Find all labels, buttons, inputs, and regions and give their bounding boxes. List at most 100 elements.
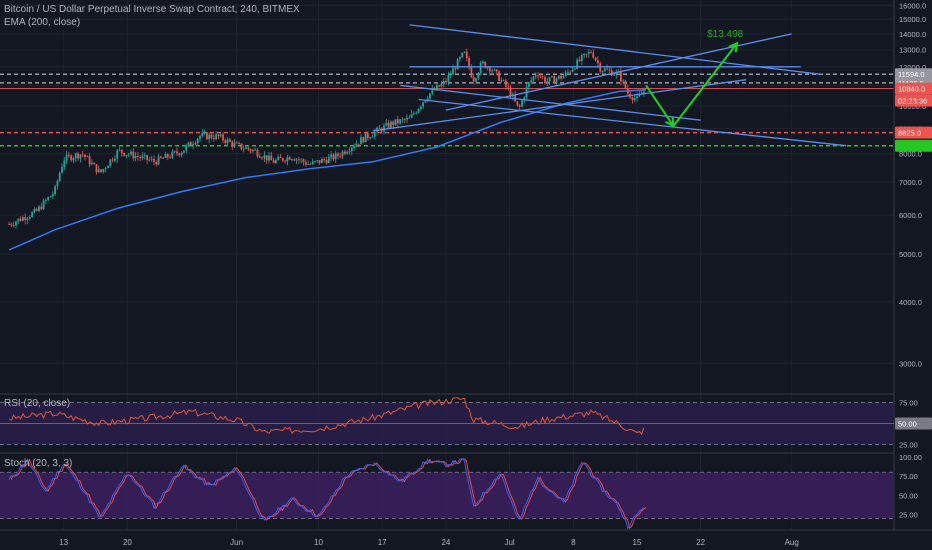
candle-body — [118, 149, 121, 151]
ema-200-line — [8, 89, 647, 251]
candle-body — [111, 159, 114, 161]
candle-body — [431, 89, 434, 94]
candle-body — [173, 151, 176, 153]
horizontal-levels — [0, 73, 894, 147]
ema-line — [8, 89, 647, 251]
candle-body — [176, 151, 178, 154]
candle-body — [350, 147, 353, 152]
candle-body — [498, 71, 500, 82]
candle-body — [537, 75, 539, 77]
candle-body — [22, 217, 24, 221]
price-tag-label: 10840.0 — [898, 85, 925, 94]
candle-body — [61, 166, 63, 174]
candle-body — [77, 153, 79, 159]
candle-body — [203, 132, 206, 134]
candle-body — [300, 159, 303, 161]
candle-body — [208, 134, 211, 140]
candle-body — [171, 151, 174, 158]
candle-body — [93, 162, 96, 165]
candle-body — [643, 91, 645, 94]
candle-body — [557, 75, 560, 79]
time-tick-label: 20 — [123, 538, 132, 547]
candle-body — [134, 155, 137, 159]
price-tick-label: 16000.0 — [899, 1, 926, 10]
candle-body — [638, 94, 641, 97]
candle-body — [413, 113, 415, 115]
time-tick-label: Jul — [504, 538, 514, 547]
candle-body — [286, 157, 289, 162]
candle-body — [608, 69, 611, 71]
candle-body — [256, 149, 259, 157]
candle-body — [17, 218, 20, 222]
candle-body — [488, 67, 491, 72]
candle-body — [325, 160, 328, 163]
candle-body — [33, 208, 36, 213]
candle-body — [564, 72, 567, 77]
candle-body — [610, 70, 613, 76]
candle-body — [399, 119, 401, 124]
candle-body — [63, 160, 66, 167]
candle-body — [47, 197, 50, 201]
candle-body — [507, 86, 510, 88]
price-tick-label: 7000.0 — [899, 178, 922, 187]
candle-body — [539, 76, 542, 78]
candle-body — [445, 80, 447, 83]
candle-body — [491, 70, 493, 72]
candle-body — [390, 121, 392, 128]
candle-body — [624, 80, 627, 89]
ascending-channel-lower[interactable] — [373, 79, 747, 132]
candle-body — [309, 164, 312, 166]
candle-body — [530, 80, 533, 83]
inner-descending-line[interactable] — [400, 84, 701, 121]
candle-body — [24, 217, 27, 221]
candle-body — [104, 168, 107, 170]
upper-descending-line[interactable] — [409, 24, 820, 75]
candle-body — [362, 137, 365, 143]
candle-body — [132, 151, 135, 159]
candle-body — [454, 68, 457, 70]
candle-body — [302, 159, 305, 163]
candle-body — [484, 61, 487, 68]
last-price-tag: 10840.0 — [895, 82, 932, 95]
candle-body — [275, 159, 277, 163]
stoch-tick-label: 100.00 — [899, 453, 922, 462]
candle-body — [206, 132, 208, 140]
candle-body — [42, 200, 45, 210]
price-tick-label: 13000.0 — [899, 46, 926, 55]
candle-body — [410, 114, 413, 118]
candle-body — [231, 141, 234, 147]
lower-descending-line[interactable] — [418, 98, 847, 147]
candle-body — [261, 157, 263, 159]
candle-body — [189, 142, 192, 146]
candle-body — [576, 59, 579, 69]
candle-body — [569, 71, 572, 73]
candle-body — [153, 158, 155, 162]
candle-body — [479, 63, 482, 74]
candle-body — [369, 137, 372, 139]
candle-body — [521, 100, 523, 107]
candle-body — [406, 117, 408, 120]
candle-body — [548, 77, 551, 82]
candle-body — [162, 157, 165, 159]
candle-body — [560, 75, 562, 79]
time-axis[interactable]: 13 20 Jun 10 17 24 Jul 8 15 22 Aug — [59, 538, 799, 547]
candle-body — [505, 80, 507, 87]
candle-body — [12, 225, 15, 226]
candle-body — [194, 143, 197, 145]
candle-body — [516, 101, 519, 106]
candle-body — [116, 150, 119, 159]
candle-body — [392, 121, 395, 126]
candle-body — [51, 194, 54, 197]
candle-body — [127, 154, 130, 156]
candle-body — [482, 61, 484, 64]
candle-body — [160, 156, 162, 158]
candle-body — [212, 138, 215, 140]
candle-body — [148, 159, 151, 161]
candle-body — [217, 134, 220, 137]
time-tick-label: Jun — [230, 538, 243, 547]
candle-body — [587, 52, 590, 54]
candle-body — [438, 85, 441, 87]
stoch-tick-label: 75.00 — [899, 472, 918, 481]
candle-body — [514, 94, 516, 102]
